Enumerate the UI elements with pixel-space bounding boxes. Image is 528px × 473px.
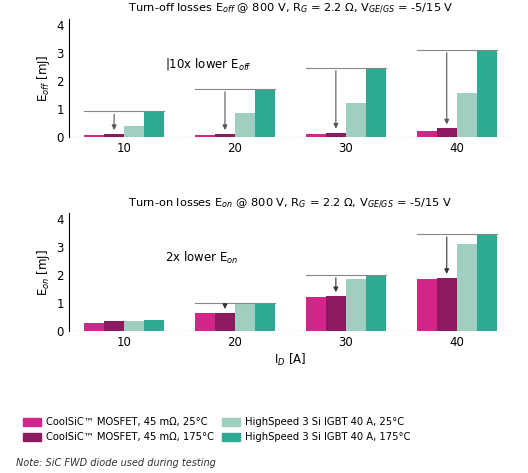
Bar [124,321,144,331]
Bar [195,313,215,331]
Bar [195,135,215,137]
Bar [306,298,326,331]
Bar [346,103,366,137]
Bar [255,303,275,331]
Bar [255,89,275,137]
Bar [417,279,437,331]
Y-axis label: E$_{on}$ [mJ]: E$_{on}$ [mJ] [35,249,52,296]
Text: 2x lower E$_{on}$: 2x lower E$_{on}$ [165,250,238,266]
X-axis label: I$_D$ [A]: I$_D$ [A] [274,352,307,368]
Bar [366,68,386,137]
Bar [477,50,497,137]
Bar [84,135,104,137]
Bar [326,296,346,331]
Bar [346,279,366,331]
Bar [437,128,457,137]
Text: |10x lower E$_{off}$: |10x lower E$_{off}$ [165,56,252,72]
Title: Turn-on losses E$_{on}$ @ 800 V, R$_G$ = 2.2 Ω, V$_{GE/GS}$ = -5/15 V: Turn-on losses E$_{on}$ @ 800 V, R$_G$ =… [128,197,452,210]
Bar [457,244,477,331]
Legend: CoolSiC™ MOSFET, 45 mΩ, 25°C, CoolSiC™ MOSFET, 45 mΩ, 175°C, HighSpeed 3 Si IGBT: CoolSiC™ MOSFET, 45 mΩ, 25°C, CoolSiC™ M… [21,415,412,444]
Bar [84,323,104,331]
Bar [366,275,386,331]
Bar [104,321,124,331]
Bar [235,305,255,331]
Title: Turn-off losses E$_{off}$ @ 800 V, R$_G$ = 2.2 Ω, V$_{GE/GS}$ = -5/15 V: Turn-off losses E$_{off}$ @ 800 V, R$_G$… [128,2,453,16]
Text: Note: SiC FWD diode used during testing: Note: SiC FWD diode used during testing [16,458,216,468]
Bar [215,313,235,331]
Bar [457,93,477,137]
Bar [437,278,457,331]
Bar [477,234,497,331]
Bar [215,134,235,137]
Bar [235,113,255,137]
Bar [144,320,164,331]
Bar [417,131,437,137]
Bar [124,125,144,137]
Bar [326,132,346,137]
Bar [144,112,164,137]
Y-axis label: E$_{off}$ [mJ]: E$_{off}$ [mJ] [35,54,52,102]
Bar [104,134,124,137]
Bar [306,134,326,137]
